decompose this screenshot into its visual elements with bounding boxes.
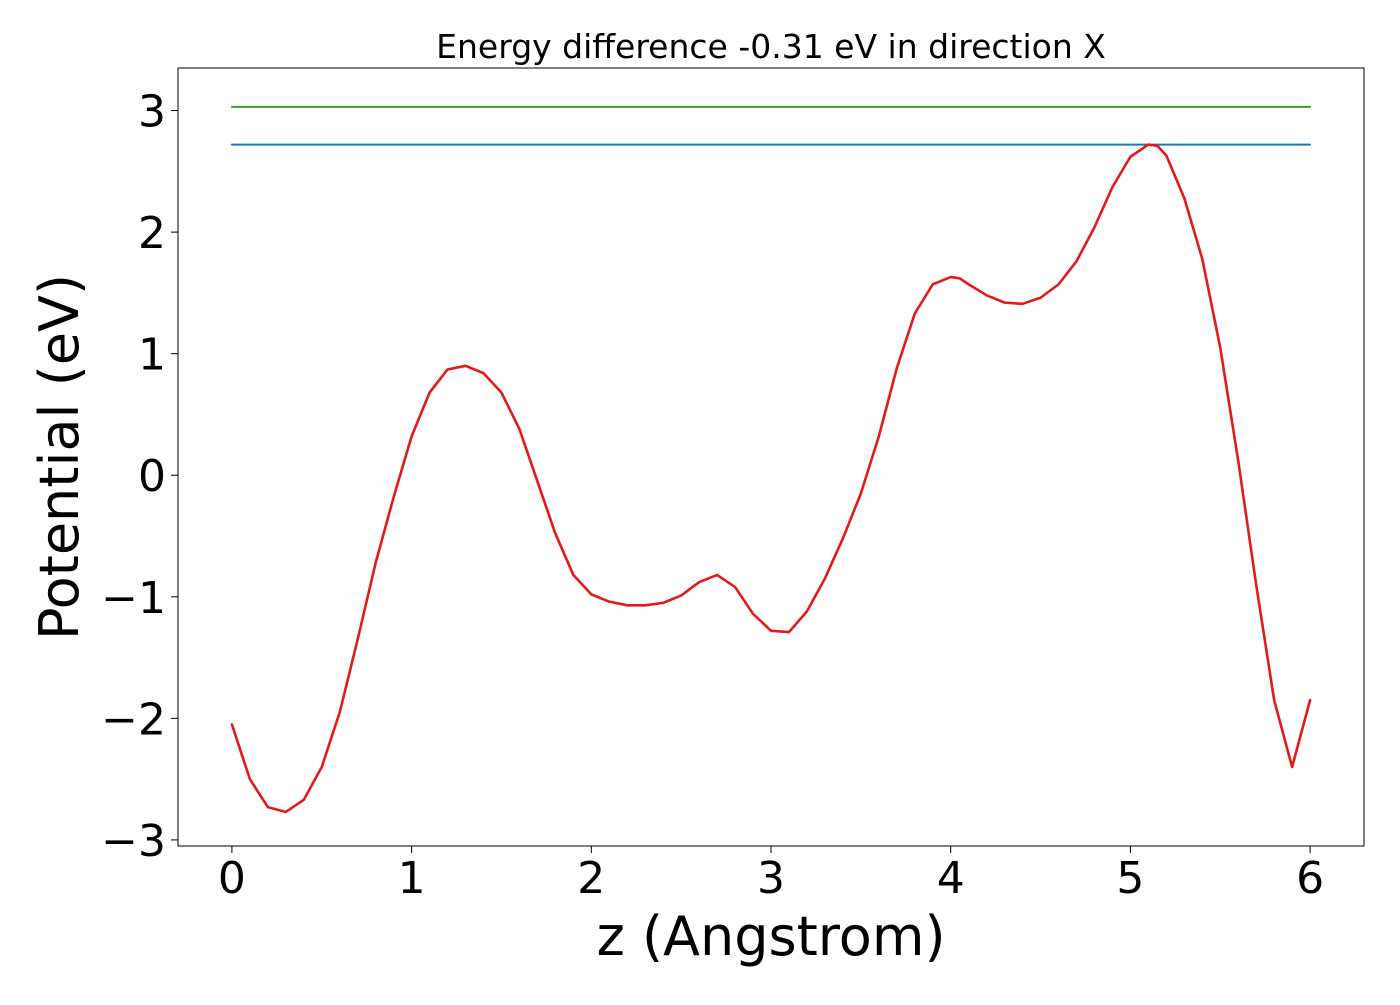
x-tick-label: 1 (398, 853, 426, 904)
x-axis-label: z (Angstrom) (596, 905, 945, 968)
y-tick-label: 3 (138, 87, 166, 138)
y-axis-ticks: −3 −2 −1 0 1 2 3 (101, 87, 178, 867)
plot-frame (177, 67, 1365, 847)
x-tick-label: 4 (937, 853, 965, 904)
y-tick-label: 2 (138, 208, 166, 259)
chart-title: Energy difference -0.31 eV in direction … (436, 27, 1106, 66)
y-tick-label: −2 (101, 694, 166, 745)
series-layer (230, 105, 1312, 814)
y-tick-label: 0 (138, 451, 166, 502)
x-axis-ticks: 0 1 2 3 4 5 6 (218, 846, 1324, 904)
x-tick-label: 6 (1296, 853, 1324, 904)
y-tick-label: −3 (101, 816, 166, 867)
series-line-potential (230, 143, 1312, 814)
y-axis-label: Potential (eV) (28, 274, 91, 640)
x-tick-label: 0 (218, 853, 246, 904)
x-tick-label: 5 (1116, 853, 1144, 904)
x-tick-label: 2 (577, 853, 605, 904)
x-tick-label: 3 (757, 853, 785, 904)
y-tick-label: 1 (138, 330, 166, 381)
y-tick-label: −1 (101, 573, 166, 624)
